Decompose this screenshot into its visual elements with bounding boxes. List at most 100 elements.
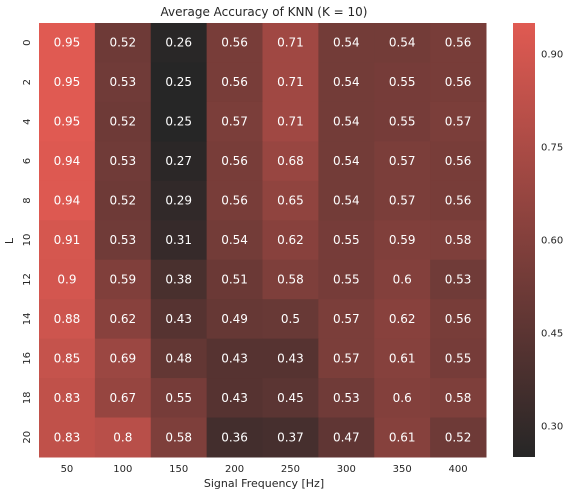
cell-value-label: 0.29 — [165, 194, 192, 208]
cell-value-label: 0.59 — [109, 272, 136, 286]
heatmap-cell — [262, 180, 319, 221]
cell-value-label: 0.55 — [389, 75, 416, 89]
heatmap-cell — [262, 417, 319, 458]
heatmap-cell — [318, 23, 375, 63]
cell-value-label: 0.61 — [389, 430, 416, 444]
heatmap-cell — [39, 62, 96, 103]
cell-value-label: 0.9 — [57, 272, 76, 286]
heatmap-cell — [318, 338, 375, 379]
cell-value-label: 0.95 — [54, 36, 81, 50]
cell-value-label: 0.83 — [54, 430, 81, 444]
heatmap-cell — [318, 62, 375, 103]
y-tick-label: 14 — [22, 313, 33, 326]
cell-value-label: 0.52 — [109, 115, 136, 129]
heatmap-cell — [430, 299, 487, 340]
heatmap-cell — [206, 299, 263, 340]
x-tick-label: 150 — [169, 464, 188, 475]
cell-value-label: 0.58 — [277, 272, 304, 286]
cell-value-label: 0.56 — [221, 36, 248, 50]
colorbar-tick-label: 0.90 — [541, 50, 563, 61]
cell-value-label: 0.71 — [277, 36, 304, 50]
heatmap-cell — [94, 62, 152, 103]
colorbar: 0.30 0.45 0.60 0.75 0.90 — [513, 23, 563, 457]
cell-value-label: 0.49 — [221, 312, 248, 326]
y-tick-label: 16 — [22, 352, 33, 365]
x-tick-label: 300 — [337, 464, 356, 475]
cell-value-label: 0.51 — [221, 272, 248, 286]
cell-value-label: 0.6 — [393, 272, 412, 286]
cell-value-label: 0.47 — [333, 430, 360, 444]
heatmap-cell — [150, 378, 208, 419]
colorbar-tick-label: 0.30 — [541, 422, 563, 433]
heatmap-cell — [430, 338, 487, 379]
cell-value-label: 0.56 — [221, 75, 248, 89]
cell-value-label: 0.67 — [109, 391, 136, 405]
heatmap-cell — [262, 378, 319, 419]
colorbar-tick-label: 0.75 — [541, 143, 563, 154]
heatmap-cell — [430, 180, 487, 221]
heatmap-cell — [430, 23, 487, 63]
cell-value-label: 0.56 — [445, 154, 472, 168]
heatmap-cell — [39, 378, 96, 419]
heatmap-cell — [262, 220, 319, 261]
heatmap-cell — [262, 259, 319, 300]
cell-value-label: 0.68 — [277, 154, 304, 168]
colorbar-tick-label: 0.45 — [541, 329, 563, 340]
heatmap-cells — [39, 23, 487, 458]
cell-value-label: 0.95 — [54, 75, 81, 89]
cell-value-label: 0.56 — [445, 312, 472, 326]
cell-value-label: 0.59 — [389, 233, 416, 247]
heatmap-cell — [262, 299, 319, 340]
heatmap-cell — [318, 378, 375, 419]
heatmap-cell — [374, 299, 431, 340]
heatmap-value-labels: 0.95 0.52 0.26 0.56 0.71 0.54 0.54 0.56 0.95 0.53… — [54, 36, 472, 445]
heatmap-cell — [39, 259, 96, 300]
cell-value-label: 0.55 — [389, 115, 416, 129]
heatmap-cell — [318, 101, 375, 142]
heatmap-cell — [374, 220, 431, 261]
heatmap-cell — [94, 101, 152, 142]
cell-value-label: 0.94 — [54, 154, 81, 168]
cell-value-label: 0.27 — [165, 154, 192, 168]
cell-value-label: 0.62 — [389, 312, 416, 326]
heatmap-cell — [150, 259, 208, 300]
cell-value-label: 0.94 — [54, 194, 81, 208]
heatmap-cell — [150, 141, 208, 182]
cell-value-label: 0.65 — [277, 194, 304, 208]
cell-value-label: 0.69 — [109, 351, 136, 365]
heatmap-cell — [150, 417, 208, 458]
cell-value-label: 0.85 — [54, 351, 81, 365]
cell-value-label: 0.25 — [165, 115, 192, 129]
heatmap-cell — [374, 23, 431, 63]
heatmap-cell — [374, 62, 431, 103]
heatmap-cell — [150, 220, 208, 261]
y-tick-label: 18 — [22, 391, 33, 404]
cell-value-label: 0.88 — [54, 312, 81, 326]
y-tick-label: 10 — [22, 234, 33, 247]
heatmap-cell — [150, 62, 208, 103]
cell-value-label: 0.52 — [445, 430, 472, 444]
heatmap-cell — [262, 62, 319, 103]
heatmap-cell — [94, 23, 152, 63]
cell-value-label: 0.55 — [445, 351, 472, 365]
heatmap-cell — [150, 299, 208, 340]
cell-value-label: 0.54 — [333, 115, 360, 129]
heatmap-cell — [206, 259, 263, 300]
heatmap-cell — [94, 378, 152, 419]
cell-value-label: 0.55 — [333, 272, 360, 286]
x-axis-label: Signal Frequency [Hz] — [204, 477, 324, 490]
cell-value-label: 0.45 — [277, 391, 304, 405]
colorbar-gradient — [513, 23, 535, 457]
heatmap-cell — [94, 259, 152, 300]
colorbar-tick-label: 0.60 — [541, 236, 563, 247]
cell-value-label: 0.56 — [445, 75, 472, 89]
heatmap-cell — [39, 141, 96, 182]
heatmap-cell — [206, 417, 263, 458]
cell-value-label: 0.53 — [333, 391, 360, 405]
y-axis-label: L — [3, 237, 16, 244]
heatmap-cell — [318, 220, 375, 261]
x-tick-label: 250 — [281, 464, 300, 475]
cell-value-label: 0.54 — [333, 154, 360, 168]
cell-value-label: 0.58 — [445, 233, 472, 247]
cell-value-label: 0.54 — [333, 194, 360, 208]
